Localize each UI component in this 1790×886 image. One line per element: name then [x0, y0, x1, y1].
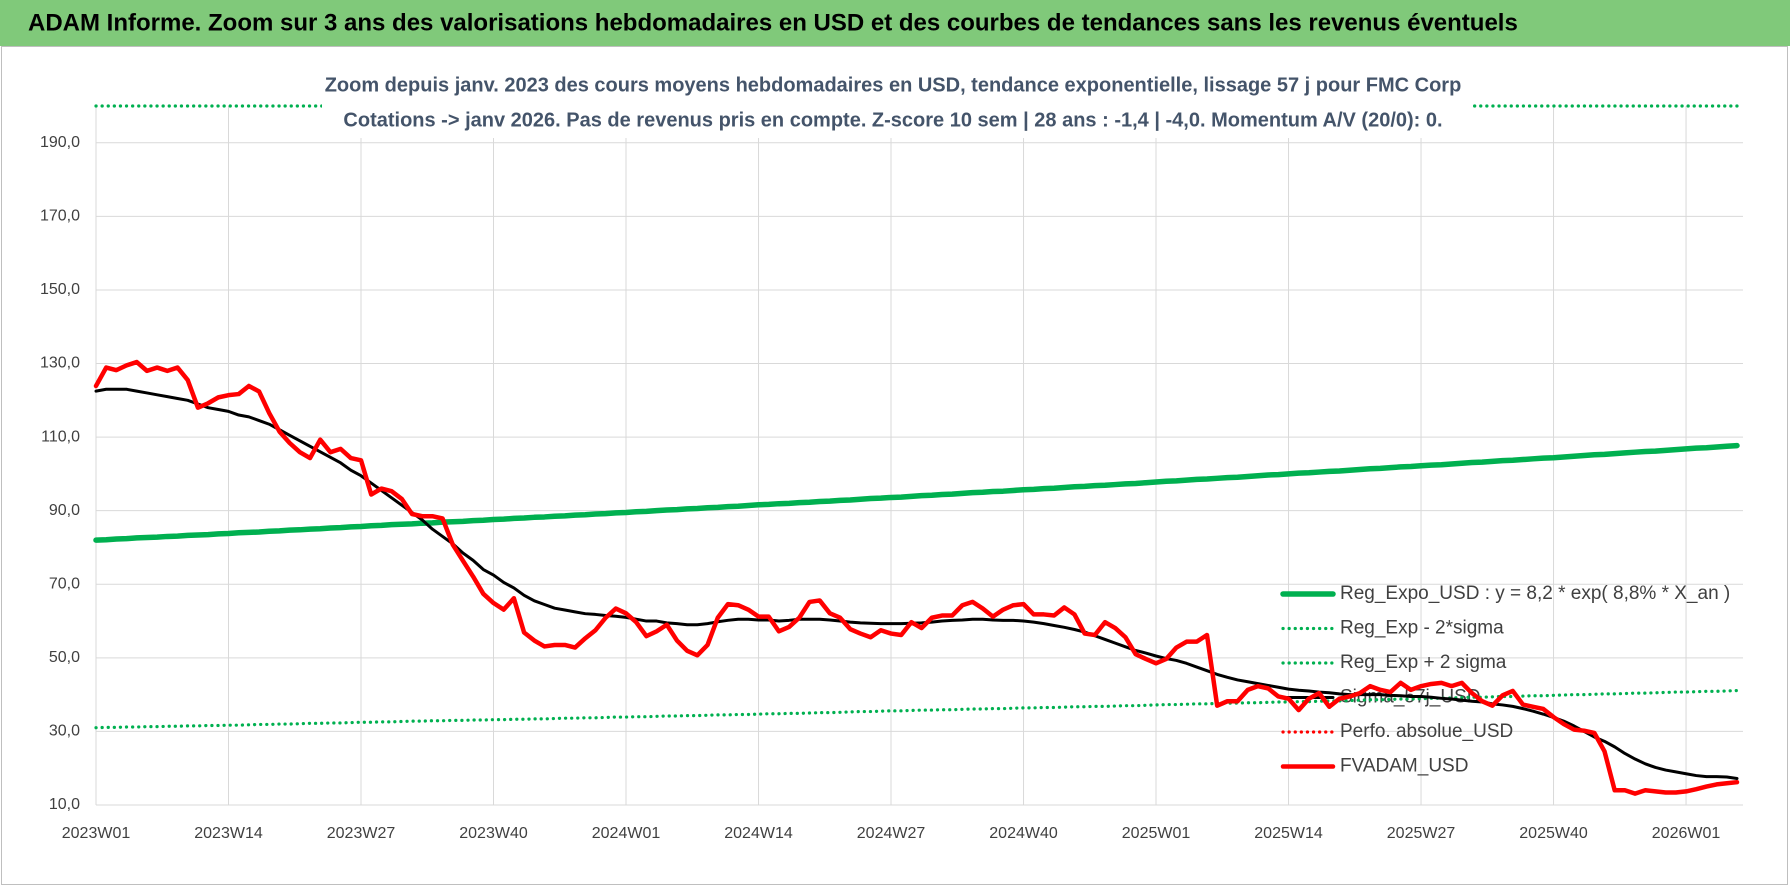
- legend-label: Reg_Exp - 2*sigma: [1340, 618, 1504, 639]
- legend-label: FVADAM_USD: [1340, 756, 1468, 777]
- x-tick-label: 2024W14: [724, 825, 793, 842]
- x-tick-label: 2024W27: [857, 825, 926, 842]
- legend: Reg_Expo_USD : y = 8,2 * exp( 8,8% * X_a…: [1280, 583, 1730, 777]
- series-line: [93, 359, 1740, 796]
- y-tick-label: 70,0: [49, 575, 80, 592]
- x-tick-label: 2026W01: [1652, 825, 1721, 842]
- chart-subtitle: Cotations -> janv 2026. Pas de revenus p…: [343, 109, 1442, 131]
- y-tick-label: 30,0: [49, 723, 80, 740]
- y-tick-label: 110,0: [41, 428, 80, 445]
- header-bar: [0, 0, 1790, 46]
- x-tick-label: 2023W40: [459, 825, 528, 842]
- chart-title: Zoom depuis janv. 2023 des cours moyens …: [325, 74, 1462, 96]
- series-line: [94, 688, 1739, 730]
- x-tick-label: 2023W14: [194, 825, 263, 842]
- y-tick-label: 150,0: [40, 281, 80, 298]
- plot-lines: [93, 104, 1740, 796]
- x-tick-label: 2025W01: [1122, 825, 1191, 842]
- x-tick-label: 2024W40: [989, 825, 1058, 842]
- y-tick-label: 10,0: [49, 796, 80, 813]
- grid: 10,0 30,0 50,0 70,0 90,0 110,0 130,0 150,0 170,0…: [40, 106, 1743, 842]
- title-background: [322, 70, 1472, 138]
- title-box: Zoom depuis janv. 2023 des cours moyens …: [322, 70, 1472, 138]
- y-tick-label: 90,0: [49, 502, 80, 519]
- legend-label: Reg_Exp + 2 sigma: [1340, 652, 1507, 673]
- x-tick-label: 2023W01: [62, 825, 131, 842]
- y-tick-label: 130,0: [40, 355, 80, 372]
- x-tick-label: 2025W14: [1254, 825, 1323, 842]
- x-tick-label: 2024W01: [592, 825, 661, 842]
- y-tick-label: 50,0: [49, 649, 80, 666]
- y-tick-label: 190,0: [40, 134, 80, 151]
- x-tick-label: 2025W40: [1519, 825, 1588, 842]
- x-tick-label: 2023W27: [327, 825, 396, 842]
- series-line: [93, 442, 1740, 543]
- legend-label: Perfo. absolue_USD: [1340, 721, 1513, 742]
- x-tick-label: 2025W27: [1387, 825, 1456, 842]
- legend-label: Reg_Expo_USD : y = 8,2 * exp( 8,8% * X_a…: [1340, 583, 1730, 604]
- chart-border: [1, 46, 1788, 885]
- header-title: ADAM Informe. Zoom sur 3 ans des valoris…: [28, 9, 1518, 36]
- y-tick-label: 170,0: [40, 208, 80, 225]
